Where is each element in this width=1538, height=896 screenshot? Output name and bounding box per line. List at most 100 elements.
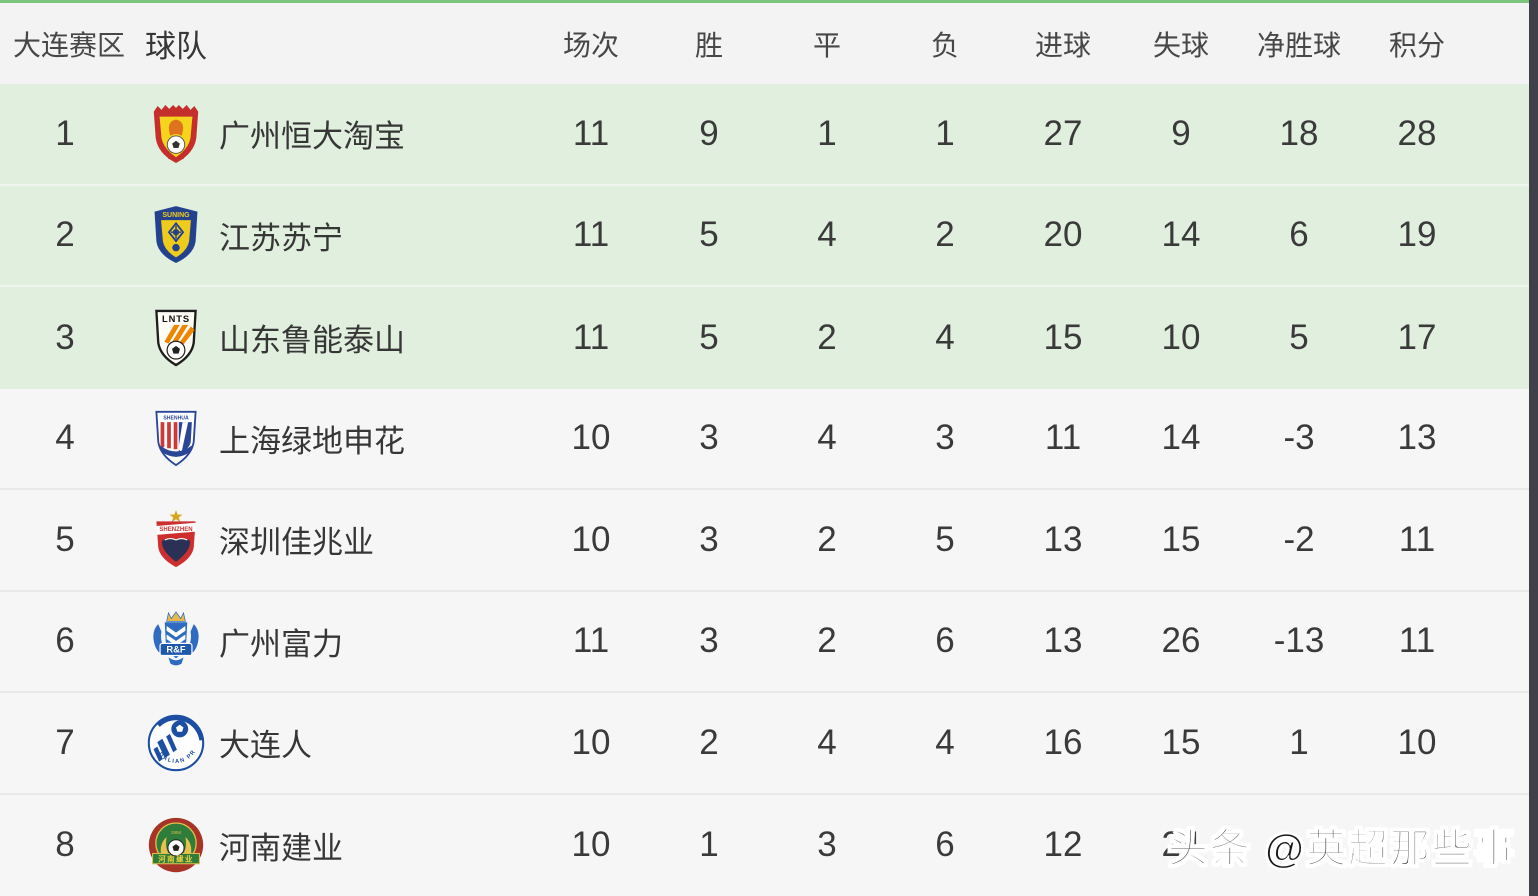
- jiangsu-suning-crest-icon: SUNING: [145, 200, 207, 270]
- column-header-loss: 负: [930, 29, 959, 61]
- stat-goal-diff: -2: [1283, 519, 1315, 559]
- stat-goal-diff: 5: [1289, 317, 1309, 357]
- stat-points: 17: [1397, 317, 1437, 357]
- rank-number: 6: [55, 621, 75, 661]
- henan-jianye-crest-icon: 1994 河南建业: [145, 810, 207, 880]
- stat-goals-for: 27: [1043, 113, 1083, 153]
- stat-goal-diff: -13: [1273, 621, 1325, 661]
- stat-goal-diff: 18: [1279, 113, 1319, 153]
- stat-goals-against: 10: [1161, 317, 1201, 357]
- stat-goals-for: 13: [1043, 519, 1083, 559]
- table-row[interactable]: 8 1994 河南建业 河南建业 10 1 3 6 12 24: [0, 794, 1538, 896]
- stat-win: 3: [699, 621, 719, 661]
- stat-points: 11: [1398, 519, 1436, 559]
- column-header-points: 积分: [1388, 29, 1445, 61]
- stat-goals-against: 24: [1161, 825, 1201, 865]
- team-name: 河南建业: [219, 830, 343, 866]
- stat-points: 28: [1397, 113, 1437, 153]
- stat-loss: 4: [935, 722, 955, 762]
- stat-goal-diff: -3: [1283, 418, 1315, 458]
- team-name: 广州富力: [219, 626, 343, 662]
- rank-number: 8: [55, 825, 75, 865]
- stat-win: 2: [699, 722, 719, 762]
- stat-played: 11: [572, 621, 610, 661]
- stat-goals-for: 20: [1043, 215, 1083, 255]
- stat-win: 5: [699, 215, 719, 255]
- stat-played: 11: [572, 317, 610, 357]
- stat-goals-for: 13: [1043, 621, 1083, 661]
- stat-goals-for: 16: [1043, 722, 1083, 762]
- stat-draw: 2: [817, 621, 837, 661]
- team-name: 深圳佳兆业: [219, 525, 374, 561]
- team-cell: SHENHUA 上海绿地申花: [130, 403, 532, 473]
- stat-draw: 4: [817, 418, 837, 458]
- table-row[interactable]: 6 R&F 广州富力 11 3 2 6 13 26: [0, 591, 1538, 693]
- toutiao-watermark: 头条 @英超那些事: [1167, 826, 1516, 871]
- rank-number: 4: [55, 418, 75, 458]
- column-header-played: 场次: [562, 29, 619, 61]
- table-header: 大连赛区 球队 场次 胜 平 负 进球 失球 净胜球 积分: [0, 0, 1538, 84]
- stat-win: 5: [699, 317, 719, 357]
- stat-loss: 6: [935, 825, 955, 865]
- stat-played: 11: [572, 215, 610, 255]
- stat-points: 19: [1397, 215, 1437, 255]
- svg-text:R&F: R&F: [166, 645, 186, 655]
- stat-goals-against: 14: [1161, 418, 1201, 458]
- scrollbar[interactable]: [1529, 0, 1538, 896]
- stat-points: 10: [1397, 722, 1437, 762]
- svg-text:SHENHUA: SHENHUA: [163, 416, 189, 422]
- stat-draw: 4: [817, 722, 837, 762]
- svg-text:SHENZHEN: SHENZHEN: [159, 527, 192, 533]
- stat-win: 9: [699, 113, 719, 153]
- team-cell: R&F 广州富力: [130, 606, 532, 676]
- stat-played: 10: [571, 418, 611, 458]
- stat-goal-diff: 6: [1289, 215, 1309, 255]
- stat-loss: 2: [935, 215, 955, 255]
- team-name: 山东鲁能泰山: [219, 323, 405, 359]
- team-cell: SHENZHEN 深圳佳兆业: [130, 505, 532, 575]
- column-header-draw: 平: [812, 29, 841, 61]
- team-cell: DALIAN PRO 大连人: [130, 708, 532, 778]
- table-row[interactable]: 4 SHENHUA 上海绿地申花 10 3 4 3 11 14 -3: [0, 388, 1538, 490]
- team-name: 江苏苏宁: [219, 220, 343, 256]
- stat-draw: 3: [817, 825, 837, 865]
- column-header-win: 胜: [694, 29, 723, 61]
- table-row[interactable]: 2 SUNING 江苏苏宁 11 5 4 2 20 14 6 19: [0, 185, 1538, 287]
- table-row[interactable]: 1 广州恒大淘宝 11 9 1 1 27 9 18 28: [0, 84, 1538, 186]
- team-cell: LNTS 山东鲁能泰山: [130, 303, 532, 373]
- stat-played: 11: [572, 113, 610, 153]
- stat-loss: 1: [935, 113, 955, 153]
- column-header-team: 球队: [145, 29, 207, 64]
- stat-win: 3: [699, 519, 719, 559]
- team-name: 广州恒大淘宝: [219, 119, 405, 155]
- stat-loss: 4: [935, 317, 955, 357]
- stat-played: 10: [571, 519, 611, 559]
- svg-text:河南建业: 河南建业: [158, 854, 194, 864]
- column-header-goals-against: 失球: [1152, 29, 1209, 61]
- team-name: 大连人: [219, 728, 312, 764]
- shenzhen-kaisa-crest-icon: SHENZHEN: [145, 505, 207, 575]
- column-header-region: 大连赛区: [12, 29, 125, 61]
- stat-win: 3: [699, 418, 719, 458]
- stat-goals-for: 11: [1044, 418, 1082, 458]
- team-cell: 广州恒大淘宝: [130, 99, 532, 169]
- team-name: 上海绿地申花: [219, 423, 405, 459]
- rank-number: 2: [55, 215, 75, 255]
- table-row[interactable]: 5 SHENZHEN 深圳佳兆业 10 3 2 5 13 15 -2 11: [0, 490, 1538, 592]
- svg-text:LNTS: LNTS: [162, 314, 190, 324]
- stat-goals-for: 15: [1043, 317, 1083, 357]
- dalian-pro-crest-icon: DALIAN PRO: [145, 708, 207, 778]
- rank-number: 7: [55, 722, 75, 762]
- rank-number: 3: [55, 317, 75, 357]
- svg-text:SUNING: SUNING: [162, 212, 190, 219]
- table-row[interactable]: 3 LNTS 山东鲁能泰山 11 5 2 4 15 10 5 17: [0, 287, 1538, 389]
- team-cell: SUNING 江苏苏宁: [130, 200, 532, 270]
- stat-goal-diff: 1: [1289, 722, 1309, 762]
- guangzhou-evergrande-crest-icon: [145, 99, 207, 169]
- stat-loss: 6: [935, 621, 955, 661]
- table-row[interactable]: 7 DALIAN PRO 大连人 10 2: [0, 693, 1538, 795]
- stat-draw: 1: [817, 113, 837, 153]
- column-header-goal-diff: 净胜球: [1256, 29, 1341, 61]
- stat-loss: 5: [935, 519, 955, 559]
- stat-draw: 2: [817, 317, 837, 357]
